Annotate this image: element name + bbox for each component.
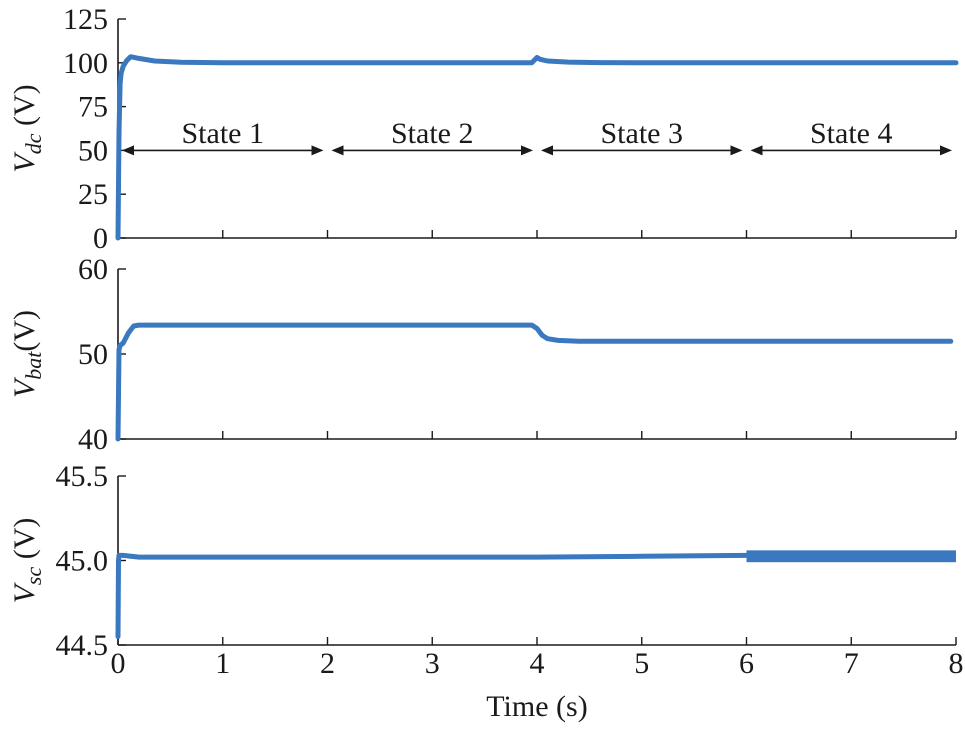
x-tick-label: 4: [530, 647, 545, 680]
x-tick-label: 0: [111, 647, 126, 680]
x-tick-label: 5: [634, 647, 649, 680]
x-tick-label: 8: [949, 647, 964, 680]
state-label: State 4: [810, 117, 893, 150]
arrow-head-right: [521, 145, 533, 156]
arrow-head-left: [541, 145, 553, 156]
panel-1: 0 25 50 75 100 125 Vdc (V) State 1 State 2 State …: [8, 3, 959, 255]
x-tick-label: 6: [739, 647, 754, 680]
y-tick-label: 45.0: [56, 545, 109, 578]
y-tick-label: 44.5: [56, 629, 109, 662]
arrow-head-left: [750, 145, 763, 156]
y-tick-label: 40: [78, 423, 108, 456]
x-axis-label: Time (s): [486, 690, 587, 723]
arrow-head-left: [331, 145, 344, 156]
panel-2: 40 50 60 Vbat(V): [8, 253, 957, 456]
panel-3: 44.5 45.0 45.5 Vsc (V) 0 1 2 3 4 5 6 7 8 Time (s): [8, 460, 964, 723]
series-line: [115, 322, 954, 442]
state-label: State 2: [391, 117, 474, 150]
y-axis-label: Vdc (V): [8, 84, 46, 172]
arrow-head-right: [940, 145, 952, 156]
state-label: State 1: [182, 117, 265, 150]
x-tick-label: 2: [320, 647, 335, 680]
arrow-head-right: [311, 145, 324, 156]
y-tick-label: 100: [63, 47, 108, 80]
series-line: [115, 54, 959, 241]
y-tick-label: 45.5: [56, 460, 109, 493]
y-tick-label: 60: [78, 253, 108, 286]
y-tick-label: 25: [78, 178, 108, 211]
y-tick-label: 0: [93, 222, 108, 255]
y-axis-label: Vbat(V): [8, 310, 46, 398]
y-tick-label: 125: [63, 3, 108, 36]
ripple-band: [746, 550, 956, 563]
y-tick-label: 50: [78, 338, 108, 371]
series-line: [115, 552, 749, 640]
y-tick-label: 50: [78, 134, 108, 167]
y-tick-label: 75: [78, 91, 108, 124]
state-label: State 3: [601, 117, 684, 150]
x-tick-label: 7: [844, 647, 859, 680]
y-axis-label: Vsc (V): [8, 518, 46, 604]
x-tick-label: 3: [425, 647, 440, 680]
arrow-head-left: [122, 145, 134, 156]
arrow-head-right: [730, 145, 743, 156]
x-tick-label: 1: [215, 647, 230, 680]
